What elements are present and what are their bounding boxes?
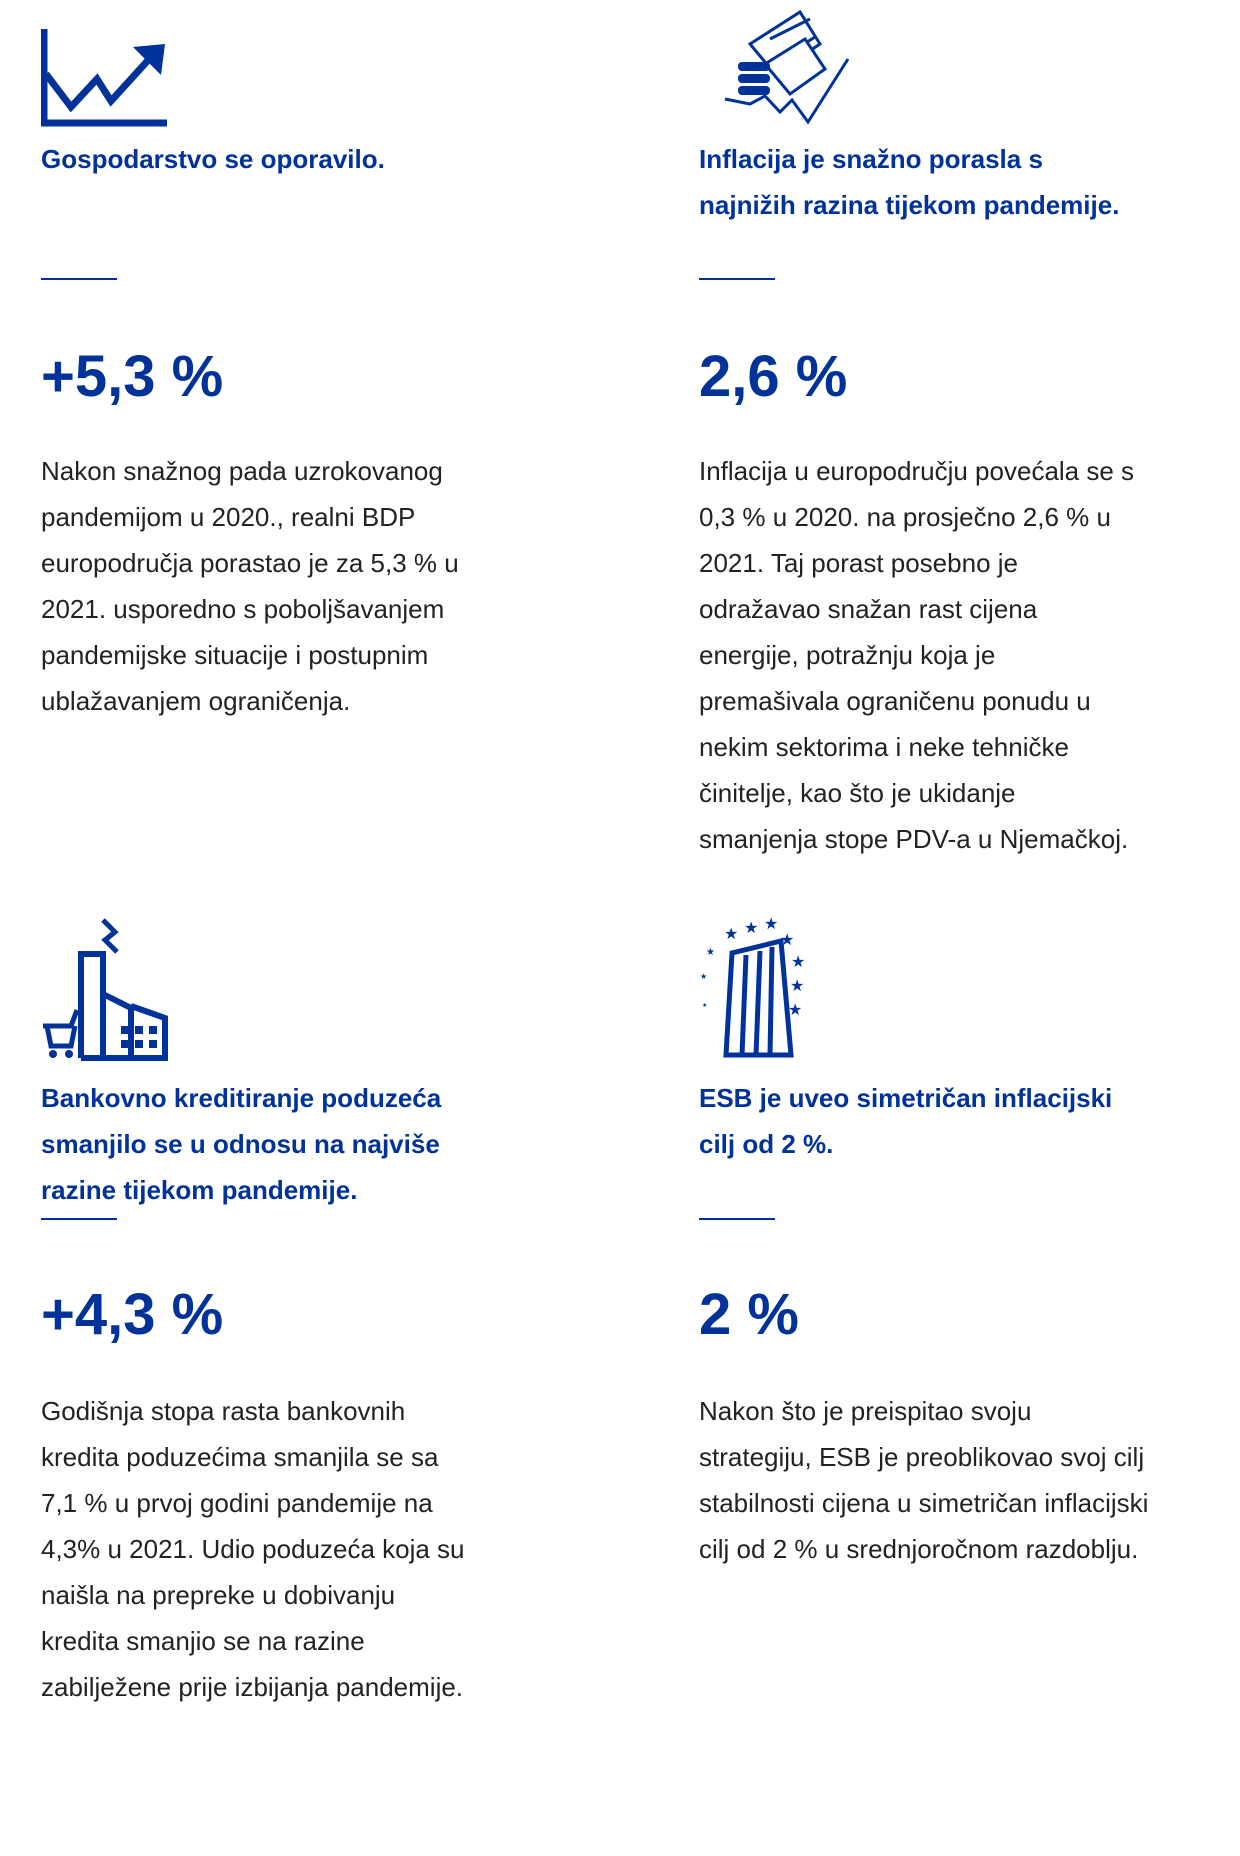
body-text: 7,1 % u prvoj godini pandemije na — [41, 1488, 433, 1518]
body-text: 4,3% u 2021. Udio poduzeća koja su — [41, 1534, 465, 1564]
body-text: odražavao snažan rast cijena — [699, 594, 1038, 624]
card-heading: Gospodarstvo se oporavilo. — [41, 144, 385, 174]
body-text: Nakon snažnog pada uzrokovanog — [41, 456, 443, 486]
svg-text:★: ★ — [780, 932, 794, 949]
ecb-building-icon: ★ ★★★★★★★★★ — [700, 916, 805, 1058]
key-figure: +5,3 % — [41, 344, 224, 409]
body-text: pandemijom u 2020., realni BDP — [41, 502, 416, 532]
svg-text:★: ★ — [724, 926, 738, 943]
divider — [699, 278, 775, 280]
divider — [699, 1218, 775, 1220]
body-text: ublažavanjem ograničenja. — [41, 686, 351, 716]
card-heading: Inflacija je snažno porasla s — [699, 144, 1043, 174]
svg-text:★: ★ — [790, 978, 804, 995]
key-figure: +4,3 % — [41, 1282, 224, 1347]
body-text: kredita smanjio se na razine — [41, 1626, 365, 1656]
body-text: europodručja porastao je za 5,3 % u — [41, 548, 459, 578]
card-heading: ESB je uveo simetričan inflacijski — [699, 1083, 1113, 1113]
card-heading: cilj od 2 %. — [699, 1129, 834, 1159]
svg-text:★: ★ — [788, 1002, 802, 1019]
body-text: Nakon što je preispitao svoju — [699, 1396, 1032, 1426]
money-icon — [724, 9, 850, 125]
card-heading: Bankovno kreditiranje poduzeća — [41, 1083, 442, 1113]
key-figure: 2,6 % — [699, 344, 848, 409]
body-text: činitelje, kao što je ukidanje — [699, 778, 1016, 808]
card-heading: smanjilo se u odnosu na najviše — [41, 1129, 440, 1159]
key-figure: 2 % — [699, 1282, 799, 1347]
svg-text:★: ★ — [702, 1002, 707, 1009]
body-text: cilj od 2 % u srednjoročnom razdoblju. — [699, 1534, 1139, 1564]
svg-text:★: ★ — [744, 920, 758, 937]
card-heading: razine tijekom pandemije. — [41, 1175, 358, 1205]
body-text: nekim sektorima i neke tehničke — [699, 732, 1069, 762]
svg-text:★: ★ — [700, 972, 707, 981]
body-text: zabilježene prije izbijanja pandemije. — [41, 1672, 464, 1702]
svg-text:★: ★ — [706, 947, 715, 958]
body-text: Godišnja stopa rasta bankovnih — [41, 1396, 406, 1426]
svg-text:★: ★ — [764, 916, 778, 933]
body-text: 0,3 % u 2020. na prosječno 2,6 % u — [699, 502, 1111, 532]
body-text: 2021. usporedno s poboljšavanjem — [41, 594, 445, 624]
body-text: strategiju, ESB je preoblikovao svoj cil… — [699, 1442, 1145, 1472]
growth-icon — [41, 29, 167, 127]
body-text: stabilnosti cijena u simetričan inflacij… — [699, 1488, 1149, 1518]
body-text: energije, potražnju koja je — [699, 640, 996, 670]
body-text: pandemijske situacije i postupnim — [41, 640, 429, 670]
body-text: Inflacija u europodručju povećala se s — [699, 456, 1135, 486]
body-text: naišla na prepreke u dobivanju — [41, 1580, 396, 1610]
divider — [41, 1218, 117, 1220]
body-text: kredita poduzećima smanjila se sa — [41, 1442, 439, 1472]
factory-icon — [43, 918, 168, 1061]
body-text: smanjenja stope PDV-a u Njemačkoj. — [699, 824, 1129, 854]
svg-text:★: ★ — [791, 954, 805, 971]
card-heading: najnižih razina tijekom pandemije. — [699, 190, 1120, 220]
body-text: premašivala ograničenu ponudu u — [699, 686, 1091, 716]
divider — [41, 278, 117, 280]
body-text: 2021. Taj porast posebno je — [699, 548, 1018, 578]
